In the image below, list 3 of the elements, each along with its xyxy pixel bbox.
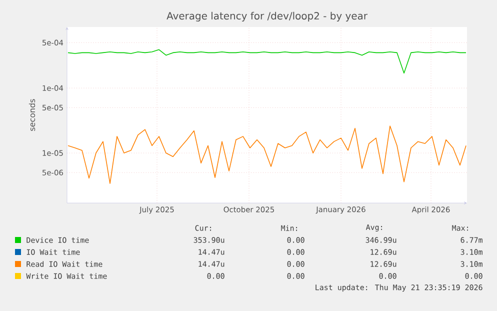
line-series xyxy=(68,49,466,74)
line-series xyxy=(68,126,466,184)
chart-title: Average latency for /dev/loop2 - by year xyxy=(166,12,368,22)
